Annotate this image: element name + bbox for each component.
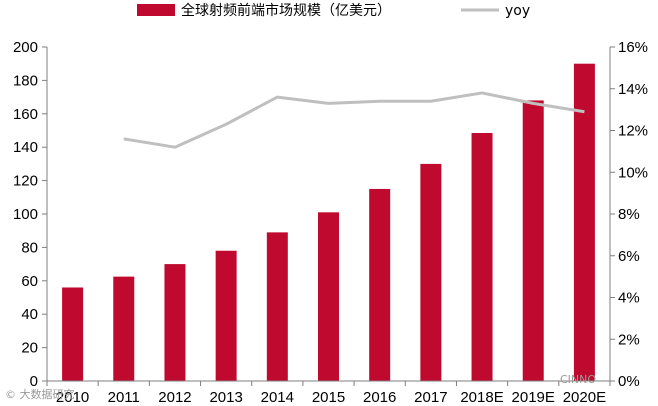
left-tick-label: 160 bbox=[13, 106, 38, 123]
x-tick-label: 2010 bbox=[56, 389, 89, 406]
bar-2010 bbox=[62, 287, 84, 381]
axes: 0 20 40 60 80 100 120 140 160 180 200 0% 2% 4% 6% 8% 10%… bbox=[13, 39, 648, 406]
bar-2016 bbox=[369, 188, 391, 381]
x-tick-label: 2017 bbox=[414, 389, 447, 406]
right-tick-label: 2% bbox=[618, 331, 640, 348]
x-tick-label: 2015 bbox=[312, 389, 345, 406]
watermark-right: CINNO bbox=[560, 373, 596, 386]
left-tick-label: 80 bbox=[21, 239, 38, 256]
left-tick-label: 200 bbox=[13, 39, 38, 56]
x-tick-label: 2014 bbox=[261, 389, 294, 406]
bar-2011 bbox=[113, 276, 135, 381]
bar-2014 bbox=[266, 232, 288, 381]
bar-series bbox=[62, 63, 595, 381]
x-tick-label: 2020E bbox=[563, 389, 606, 406]
bar-2019E bbox=[522, 100, 544, 381]
left-tick-label: 60 bbox=[21, 273, 38, 290]
right-tick-label: 6% bbox=[618, 248, 640, 265]
bar-2020E bbox=[573, 63, 595, 381]
right-tick-label: 4% bbox=[618, 290, 640, 307]
legend: 全球射频前端市场规模（亿美元） yoy bbox=[137, 2, 530, 19]
right-tick-label: 8% bbox=[618, 206, 640, 223]
bar-2013 bbox=[215, 250, 237, 381]
yoy-line bbox=[123, 91, 585, 149]
left-tick-label: 20 bbox=[21, 340, 38, 357]
left-tick-label: 100 bbox=[13, 206, 38, 223]
bar-2018E bbox=[471, 133, 493, 381]
right-tick-label: 16% bbox=[618, 39, 648, 56]
x-tick-label: 2011 bbox=[108, 389, 140, 406]
x-tick-label: 2012 bbox=[158, 389, 191, 406]
x-tick-label: 2016 bbox=[363, 389, 396, 406]
bar-2012 bbox=[164, 264, 186, 381]
yoy-line-series bbox=[123, 91, 585, 149]
legend-bar-label: 全球射频前端市场规模（亿美元） bbox=[181, 2, 391, 19]
x-tick-label: 2018E bbox=[460, 389, 503, 406]
bar-2015 bbox=[318, 212, 339, 381]
watermark-left: © 大数据研究 bbox=[5, 387, 75, 401]
legend-line-label: yoy bbox=[505, 3, 530, 19]
x-tick-label: 2019E bbox=[512, 389, 555, 406]
right-tick-label: 0% bbox=[618, 373, 640, 390]
right-tick-label: 14% bbox=[618, 81, 648, 98]
right-tick-label: 12% bbox=[618, 123, 648, 140]
left-tick-label: 140 bbox=[13, 139, 38, 156]
bar-2017 bbox=[420, 163, 442, 381]
left-tick-label: 0 bbox=[30, 373, 38, 390]
right-tick-label: 10% bbox=[618, 164, 648, 181]
left-tick-label: 40 bbox=[21, 306, 38, 323]
watermarks: © 大数据研究 CINNO bbox=[5, 373, 596, 401]
legend-bar-swatch bbox=[137, 4, 175, 16]
x-tick-label: 2013 bbox=[209, 389, 242, 406]
left-tick-label: 120 bbox=[13, 173, 38, 190]
left-tick-label: 180 bbox=[13, 72, 38, 89]
